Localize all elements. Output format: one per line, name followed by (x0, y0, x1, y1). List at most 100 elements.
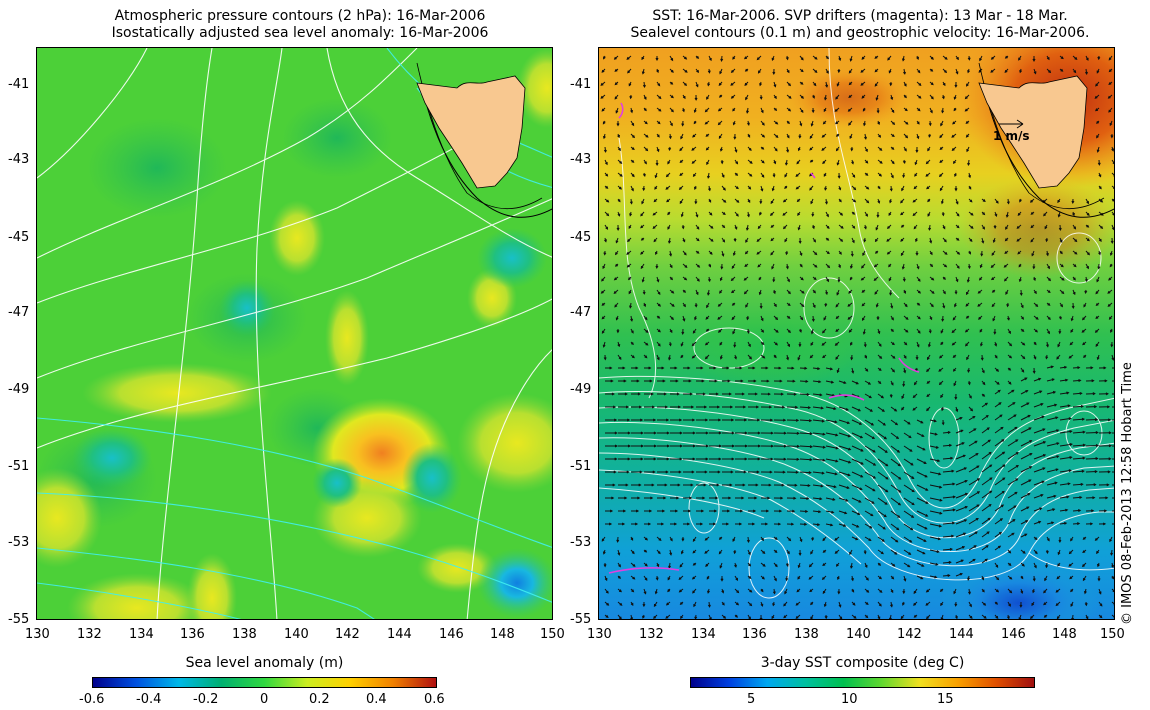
velocity-arrow-head (1052, 390, 1057, 394)
velocity-arrow-head (655, 162, 659, 167)
velocity-arrow-head (930, 264, 934, 268)
velocity-arrow-head (1110, 344, 1114, 348)
velocity-arrow-head (808, 576, 812, 580)
velocity-arrow-head (889, 188, 893, 192)
velocity-arrow (799, 471, 811, 474)
velocity-arrow-head (709, 57, 712, 62)
velocity-arrow-head (757, 444, 762, 448)
velocity-arrow-head (897, 463, 901, 467)
velocity-arrow-head (749, 356, 752, 360)
velocity-arrow-head (683, 252, 687, 256)
velocity-arrow-head (796, 444, 801, 448)
velocity-arrow-head (972, 415, 976, 419)
velocity-arrow-head (834, 342, 838, 346)
velocity-arrow-head (851, 240, 855, 244)
velocity-arrow (968, 428, 976, 434)
velocity-arrow-head (976, 465, 980, 469)
velocity-arrow-head (822, 355, 826, 359)
velocity-arrow-head (706, 162, 709, 166)
velocity-arrow-head (670, 69, 674, 73)
left-map-panel[interactable] (36, 47, 553, 620)
right-lat-tick: -47 (570, 305, 592, 320)
velocity-arrow-head (997, 389, 1001, 393)
velocity-arrow-head (952, 508, 956, 512)
velocity-arrow-head (738, 522, 743, 526)
velocity-arrow-head (943, 291, 946, 295)
velocity-arrow-head (718, 94, 722, 98)
velocity-arrow-head (917, 278, 921, 282)
velocity-arrow-head (930, 110, 933, 114)
velocity-arrow-head (1032, 266, 1036, 270)
velocity-arrow-head (760, 188, 764, 192)
velocity-arrow-head (774, 342, 778, 346)
velocity-arrow-head (1011, 532, 1015, 536)
velocity-arrow-head (941, 213, 945, 217)
velocity-arrow-head (774, 550, 778, 553)
velocity-arrow-head (900, 616, 904, 619)
velocity-arrow-head (642, 603, 646, 608)
velocity-arrow-head (1110, 552, 1114, 556)
velocity-arrow-head (1108, 277, 1112, 281)
velocity-arrow-head (784, 162, 788, 166)
velocity-arrow (1072, 392, 1082, 395)
velocity-arrow-head (990, 265, 994, 268)
velocity-arrow-head (1086, 212, 1090, 216)
velocity-arrow-head (1094, 418, 1099, 422)
velocity-arrow-head (982, 382, 986, 386)
velocity-arrow-head (691, 355, 695, 359)
left-colorbar-label: 0.2 (309, 692, 330, 707)
velocity-arrow-head (902, 160, 906, 164)
velocity-arrow-head (1093, 483, 1097, 487)
velocity-arrow-head (892, 355, 896, 359)
velocity-arrow (877, 458, 888, 467)
velocity-arrow-head (684, 277, 688, 281)
velocity-arrow-head (691, 470, 695, 474)
velocity-arrow (981, 427, 990, 434)
velocity-arrow-head (817, 367, 821, 371)
velocity-arrow-head (800, 57, 804, 61)
velocity-arrow-head (770, 444, 775, 448)
velocity-arrow (968, 545, 977, 551)
velocity-arrow-head (979, 265, 983, 269)
velocity-arrow (1072, 457, 1085, 460)
velocity-arrow-head (770, 252, 774, 256)
velocity-arrow-head (760, 110, 764, 114)
velocity-arrow-head (967, 577, 970, 581)
velocity-arrow-head (819, 497, 823, 501)
velocity-arrow-head (878, 381, 882, 385)
velocity-arrow-head (732, 56, 736, 60)
velocity-arrow-head (941, 422, 945, 426)
velocity-arrow-head (840, 212, 844, 216)
velocity-arrow-head (775, 135, 779, 138)
velocity-arrow-head (1029, 616, 1033, 619)
velocity-arrow-head (773, 161, 777, 165)
velocity-arrow-head (810, 331, 814, 335)
velocity-arrow-head (1108, 82, 1112, 85)
velocity-arrow-head (891, 576, 895, 580)
velocity-arrow-head (867, 381, 872, 385)
velocity-arrow-head (1059, 251, 1063, 255)
velocity-arrow-head (640, 251, 644, 255)
velocity-arrow-head (622, 366, 626, 370)
velocity-arrow-head (926, 369, 930, 373)
velocity-arrow-head (985, 545, 989, 548)
velocity-arrow-head (791, 366, 795, 370)
right-map-panel[interactable]: 1 m/s (598, 47, 1115, 620)
velocity-arrow-head (921, 564, 925, 567)
velocity-arrow-head (1046, 253, 1049, 257)
velocity-arrow (955, 559, 964, 564)
velocity-arrow-head (1025, 520, 1029, 523)
velocity-arrow-head (1072, 212, 1075, 217)
velocity-arrow-head (851, 161, 854, 165)
velocity-arrow-head (704, 109, 708, 113)
velocity-arrow-head (688, 379, 692, 383)
velocity-arrow-head (679, 160, 683, 163)
velocity-arrow-head (990, 277, 995, 281)
velocity-arrow-head (942, 226, 946, 230)
velocity-arrow-head (601, 278, 604, 282)
velocity-arrow-head (603, 357, 607, 361)
velocity-arrow-head (1092, 392, 1096, 396)
velocity-arrow-head (1072, 291, 1076, 296)
velocity-arrow-head (822, 590, 826, 595)
velocity-arrow-head (1066, 391, 1070, 395)
